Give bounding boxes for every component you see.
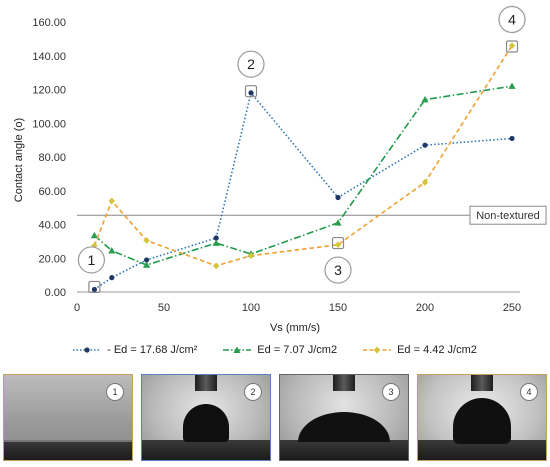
droplet-photo-2: 2 xyxy=(141,374,271,461)
photo-number-badge: 3 xyxy=(382,383,400,401)
data-point-series-3 xyxy=(213,262,220,270)
data-point-series-1 xyxy=(144,257,150,263)
x-tick-label: 50 xyxy=(158,302,170,314)
contact-angle-chart: 0.00 20.00 40.00 60.00 80.00 100.00 120.00 140.… xyxy=(13,5,547,334)
y-tick-label: 120.00 xyxy=(32,85,66,97)
water-droplet xyxy=(298,412,390,442)
surface-shadow xyxy=(418,440,546,460)
y-axis-title: Contact angle (o) xyxy=(13,118,25,202)
annotation-marker-4 xyxy=(505,40,519,53)
legend: - Ed = 17.68 J/cm² Ed = 7.07 J/cm2 Ed = … xyxy=(0,344,550,356)
axes: 0.00 20.00 40.00 60.00 80.00 100.00 120.00 140.… xyxy=(32,17,521,314)
data-point-series-2 xyxy=(108,247,116,254)
data-point-series-3 xyxy=(108,197,115,205)
annotation-marker-3 xyxy=(331,236,345,250)
annotation-marker-1 xyxy=(88,280,101,294)
data-point-series-1 xyxy=(91,286,97,293)
non-textured-label-box xyxy=(469,205,547,225)
annotation-label-3: 3 xyxy=(334,262,342,278)
data-point-series-1 xyxy=(509,135,515,142)
data-point-series-1 xyxy=(213,235,219,241)
data-point-series-3 xyxy=(247,252,255,260)
annotation-circle-3 xyxy=(324,256,352,284)
y-tick-label: 40.00 xyxy=(38,220,66,232)
dispenser-needle xyxy=(471,375,493,391)
reference-line-group: Non-textured xyxy=(77,205,547,225)
series-line-3 xyxy=(93,45,513,267)
data-point-series-1 xyxy=(335,194,341,201)
y-tick-label: 160.00 xyxy=(32,17,66,29)
data-point-series-1 xyxy=(248,90,254,96)
dispenser-needle xyxy=(195,375,217,391)
surface-shadow xyxy=(280,440,408,460)
photo-number-badge: 2 xyxy=(244,383,262,401)
data-point-series-1 xyxy=(109,275,115,281)
x-axis-title: Vs (mm/s) xyxy=(270,322,320,334)
annotation-marker-2 xyxy=(244,85,258,98)
data-point-series-2 xyxy=(421,96,429,103)
dispenser-needle xyxy=(333,375,355,391)
photo-number-badge: 1 xyxy=(106,383,124,401)
y-tick-label: 20.00 xyxy=(38,253,66,265)
legend-item-series-2: Ed = 7.07 J/cm2 xyxy=(223,344,337,356)
x-tick-label: 200 xyxy=(416,302,434,314)
annotation-group: 1 2 3 4 xyxy=(77,5,526,294)
series-line-1 xyxy=(93,91,513,291)
water-droplet xyxy=(183,404,229,442)
data-point-series-2 xyxy=(143,261,151,268)
y-tick-label: 100.00 xyxy=(32,118,66,130)
data-point-series-2 xyxy=(90,231,98,239)
droplet-photo-3: 3 xyxy=(279,374,409,461)
droplet-photo-1: 1 xyxy=(3,374,133,461)
data-point-series-2 xyxy=(334,219,342,226)
legend-label-series-1: - Ed = 17.68 J/cm² xyxy=(107,344,198,356)
surface-shadow xyxy=(142,440,270,460)
non-textured-label: Non-textured xyxy=(476,210,540,222)
y-tick-label: 0.00 xyxy=(45,287,66,299)
data-point-series-3 xyxy=(334,241,342,249)
legend-label-series-2: Ed = 7.07 J/cm2 xyxy=(257,344,338,356)
droplet-photo-4: 4 xyxy=(417,374,547,461)
series-group xyxy=(90,42,516,293)
x-tick-label: 0 xyxy=(74,302,80,314)
annotation-circle-2 xyxy=(237,50,265,78)
x-tick-label: 150 xyxy=(329,302,347,314)
legend-item-series-1: - Ed = 17.68 J/cm² xyxy=(73,344,197,356)
legend-swatch-series-3 xyxy=(363,346,392,354)
data-point-series-3 xyxy=(421,178,429,186)
data-point-series-3 xyxy=(508,42,516,50)
y-tick-label: 60.00 xyxy=(38,186,66,198)
annotation-circle-1 xyxy=(77,246,106,274)
annotation-label-1: 1 xyxy=(88,252,96,268)
data-point-series-2 xyxy=(212,239,220,246)
legend-swatch-series-2 xyxy=(223,346,252,353)
data-point-series-1 xyxy=(422,142,428,148)
data-point-series-2 xyxy=(508,82,516,89)
annotation-label-4: 4 xyxy=(508,11,516,27)
x-tick-label: 250 xyxy=(503,302,521,314)
annotation-circle-4 xyxy=(498,5,526,34)
y-tick-label: 80.00 xyxy=(38,152,66,164)
legend-swatch-series-1 xyxy=(73,347,102,353)
surface-shadow xyxy=(4,440,132,460)
surface-line xyxy=(4,440,132,442)
annotation-label-2: 2 xyxy=(247,56,255,72)
y-tick-label: 140.00 xyxy=(32,51,66,63)
photo-number-badge: 4 xyxy=(520,383,538,401)
x-tick-label: 100 xyxy=(242,302,260,314)
water-droplet xyxy=(453,398,511,444)
data-point-series-3 xyxy=(143,237,150,244)
droplet-photo-strip: 1 2 3 4 xyxy=(3,374,547,463)
legend-label-series-3: Ed = 4.42 J/cm2 xyxy=(397,344,477,356)
series-line-2 xyxy=(93,85,513,266)
legend-item-series-3: Ed = 4.42 J/cm2 xyxy=(363,344,477,356)
